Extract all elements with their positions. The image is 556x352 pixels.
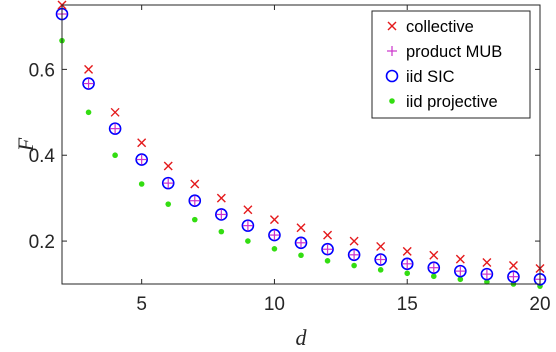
data-point	[351, 262, 357, 269]
data-point	[508, 261, 518, 271]
data-point	[245, 238, 251, 244]
data-point	[427, 261, 441, 274]
plot-area	[55, 0, 547, 289]
data-point	[377, 267, 384, 273]
legend-marker	[387, 46, 397, 56]
data-point	[82, 77, 95, 90]
data-point	[321, 242, 334, 256]
legend-item: collective	[387, 18, 474, 36]
legend-label: iid SIC	[406, 68, 455, 86]
data-point	[296, 223, 306, 233]
data-point	[507, 270, 520, 284]
data-point	[294, 236, 308, 250]
data-point	[110, 123, 121, 134]
data-point	[85, 109, 92, 116]
data-point	[242, 220, 253, 231]
data-point	[402, 246, 412, 256]
data-point	[190, 179, 200, 189]
legend-marker	[389, 98, 395, 104]
data-point	[457, 276, 464, 283]
data-point	[428, 262, 439, 273]
data-point	[241, 219, 255, 232]
data-point	[216, 209, 227, 220]
data-point	[400, 257, 414, 271]
x-tick-label: 5	[136, 294, 147, 315]
data-point	[298, 252, 304, 259]
data-point	[404, 270, 411, 277]
data-point	[455, 266, 466, 277]
data-point	[375, 254, 386, 265]
data-point	[108, 122, 122, 135]
legend-item: iid SIC	[385, 68, 455, 86]
data-point	[165, 201, 172, 207]
x-tick-label: 10	[264, 294, 285, 315]
data-point	[163, 178, 174, 189]
data-point	[161, 176, 175, 190]
axes: 5 10 15 20 0.2 0.4 0.6	[29, 4, 551, 315]
data-point	[323, 230, 333, 240]
data-point	[84, 64, 94, 74]
data-point	[347, 248, 361, 262]
legend-box	[371, 10, 531, 119]
data-point	[480, 267, 494, 281]
legend-marker	[385, 69, 399, 83]
legend-label: collective	[406, 18, 474, 36]
data-point	[137, 138, 147, 148]
data-point	[481, 269, 492, 280]
data-point	[508, 271, 519, 282]
data-point	[349, 249, 360, 260]
legend-marker	[387, 21, 397, 31]
data-point	[138, 181, 145, 187]
data-point	[296, 237, 306, 248]
data-point	[188, 194, 202, 208]
data-point	[455, 254, 465, 264]
y-tick-label: 0.4	[29, 146, 56, 167]
legend-label: iid projective	[406, 93, 498, 111]
data-point	[271, 246, 278, 252]
data-point	[429, 250, 439, 260]
data-point	[349, 236, 359, 246]
legend-item: product MUB	[387, 43, 502, 61]
data-point	[430, 273, 437, 280]
data-point	[163, 161, 173, 171]
data-point	[454, 264, 467, 278]
axes-box	[61, 4, 541, 285]
series-iid-sic	[55, 7, 547, 286]
data-point	[482, 258, 492, 268]
data-point	[374, 253, 387, 266]
data-point	[322, 244, 333, 255]
data-point	[135, 153, 148, 166]
x-axis-label: d	[296, 325, 308, 350]
data-point	[112, 152, 118, 159]
legend-item: iid projective	[389, 93, 498, 111]
data-point	[136, 154, 147, 165]
data-point	[110, 107, 120, 117]
data-point	[402, 258, 413, 269]
data-point	[484, 279, 490, 285]
data-point	[215, 208, 228, 221]
data-point	[269, 215, 279, 225]
data-point	[269, 230, 280, 241]
data-point	[376, 241, 386, 251]
x-tick-label: 20	[529, 294, 550, 315]
legend: collective product MUB iid SIC iid projecti…	[371, 10, 531, 119]
y-axis-label: F	[13, 137, 38, 152]
data-point	[324, 258, 331, 264]
data-point	[216, 193, 226, 203]
data-point	[243, 205, 253, 215]
data-point	[268, 228, 281, 242]
data-point	[189, 195, 200, 206]
data-point	[191, 216, 198, 223]
data-point	[83, 78, 94, 89]
y-tick-label: 0.6	[29, 60, 55, 81]
x-tick-label: 15	[397, 294, 418, 315]
y-tick-label: 0.2	[29, 232, 55, 253]
legend-label: product MUB	[406, 43, 502, 61]
data-point	[218, 228, 225, 235]
